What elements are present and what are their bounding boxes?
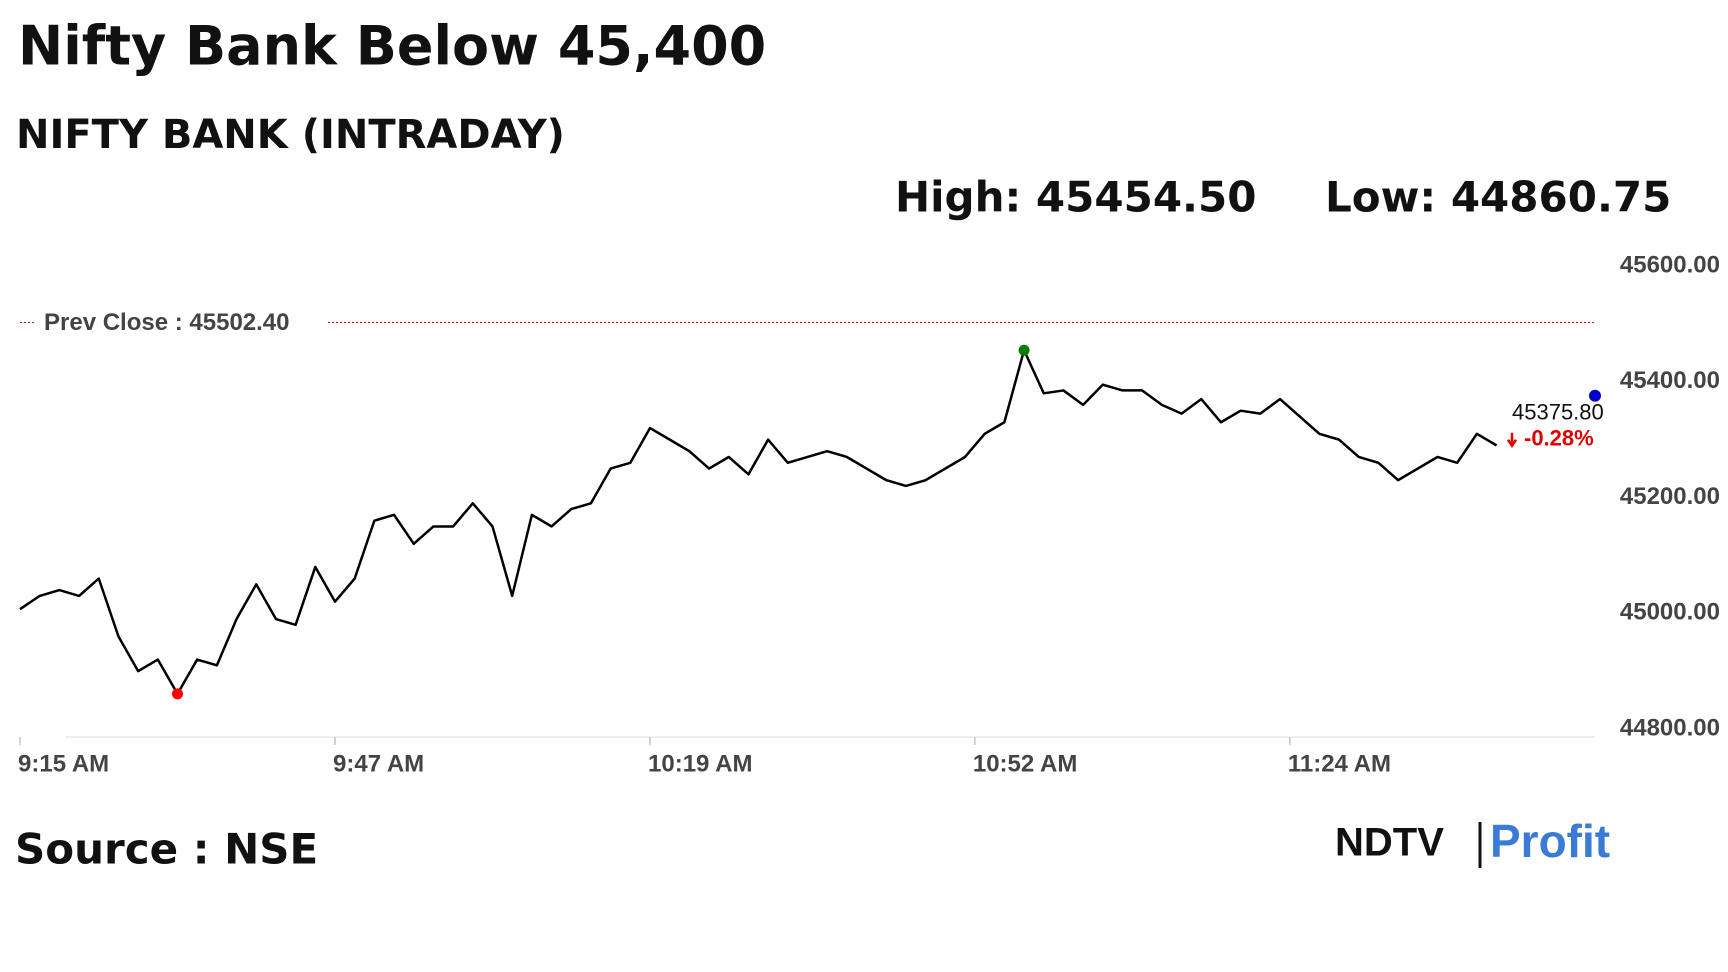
x-tick-label: 10:52 AM [973,750,1077,777]
x-tick-label: 9:47 AM [333,750,424,777]
y-tick-label: 45200.00 [1620,483,1720,510]
x-tick-label: 10:19 AM [648,750,752,777]
last-value-label: 45375.80 [1512,400,1604,425]
low-dot [172,688,183,700]
brand-ndtv: NDTV [1335,821,1444,865]
high-label: High: 45454.50 [895,173,1256,222]
x-tick-label: 9:15 AM [18,750,109,777]
brand-profit: Profit [1490,815,1610,867]
price-line [19,348,1498,696]
y-tick-label: 45600.00 [1620,251,1720,278]
y-tick-label: 45400.00 [1620,367,1720,394]
source: Source : NSE [15,825,318,874]
y-tick-label: 44800.00 [1620,714,1720,741]
prev-close-bg [36,306,328,339]
low-label: Low: 44860.75 [1325,173,1671,222]
down-arrow [1506,432,1518,449]
y-tick-label: 45000.00 [1620,599,1720,626]
x-tick-label: 11:24 AM [1288,750,1391,777]
change-label: -0.28% [1524,426,1594,451]
high-dot [1018,344,1030,356]
prev-close-label: Prev Close : 45502.40 [44,309,290,336]
last-dot [1589,389,1601,402]
chart-title: Nifty Bank Below 45,400 [18,15,766,78]
chart-subtitle: NIFTY BANK (INTRADAY) [16,112,565,158]
